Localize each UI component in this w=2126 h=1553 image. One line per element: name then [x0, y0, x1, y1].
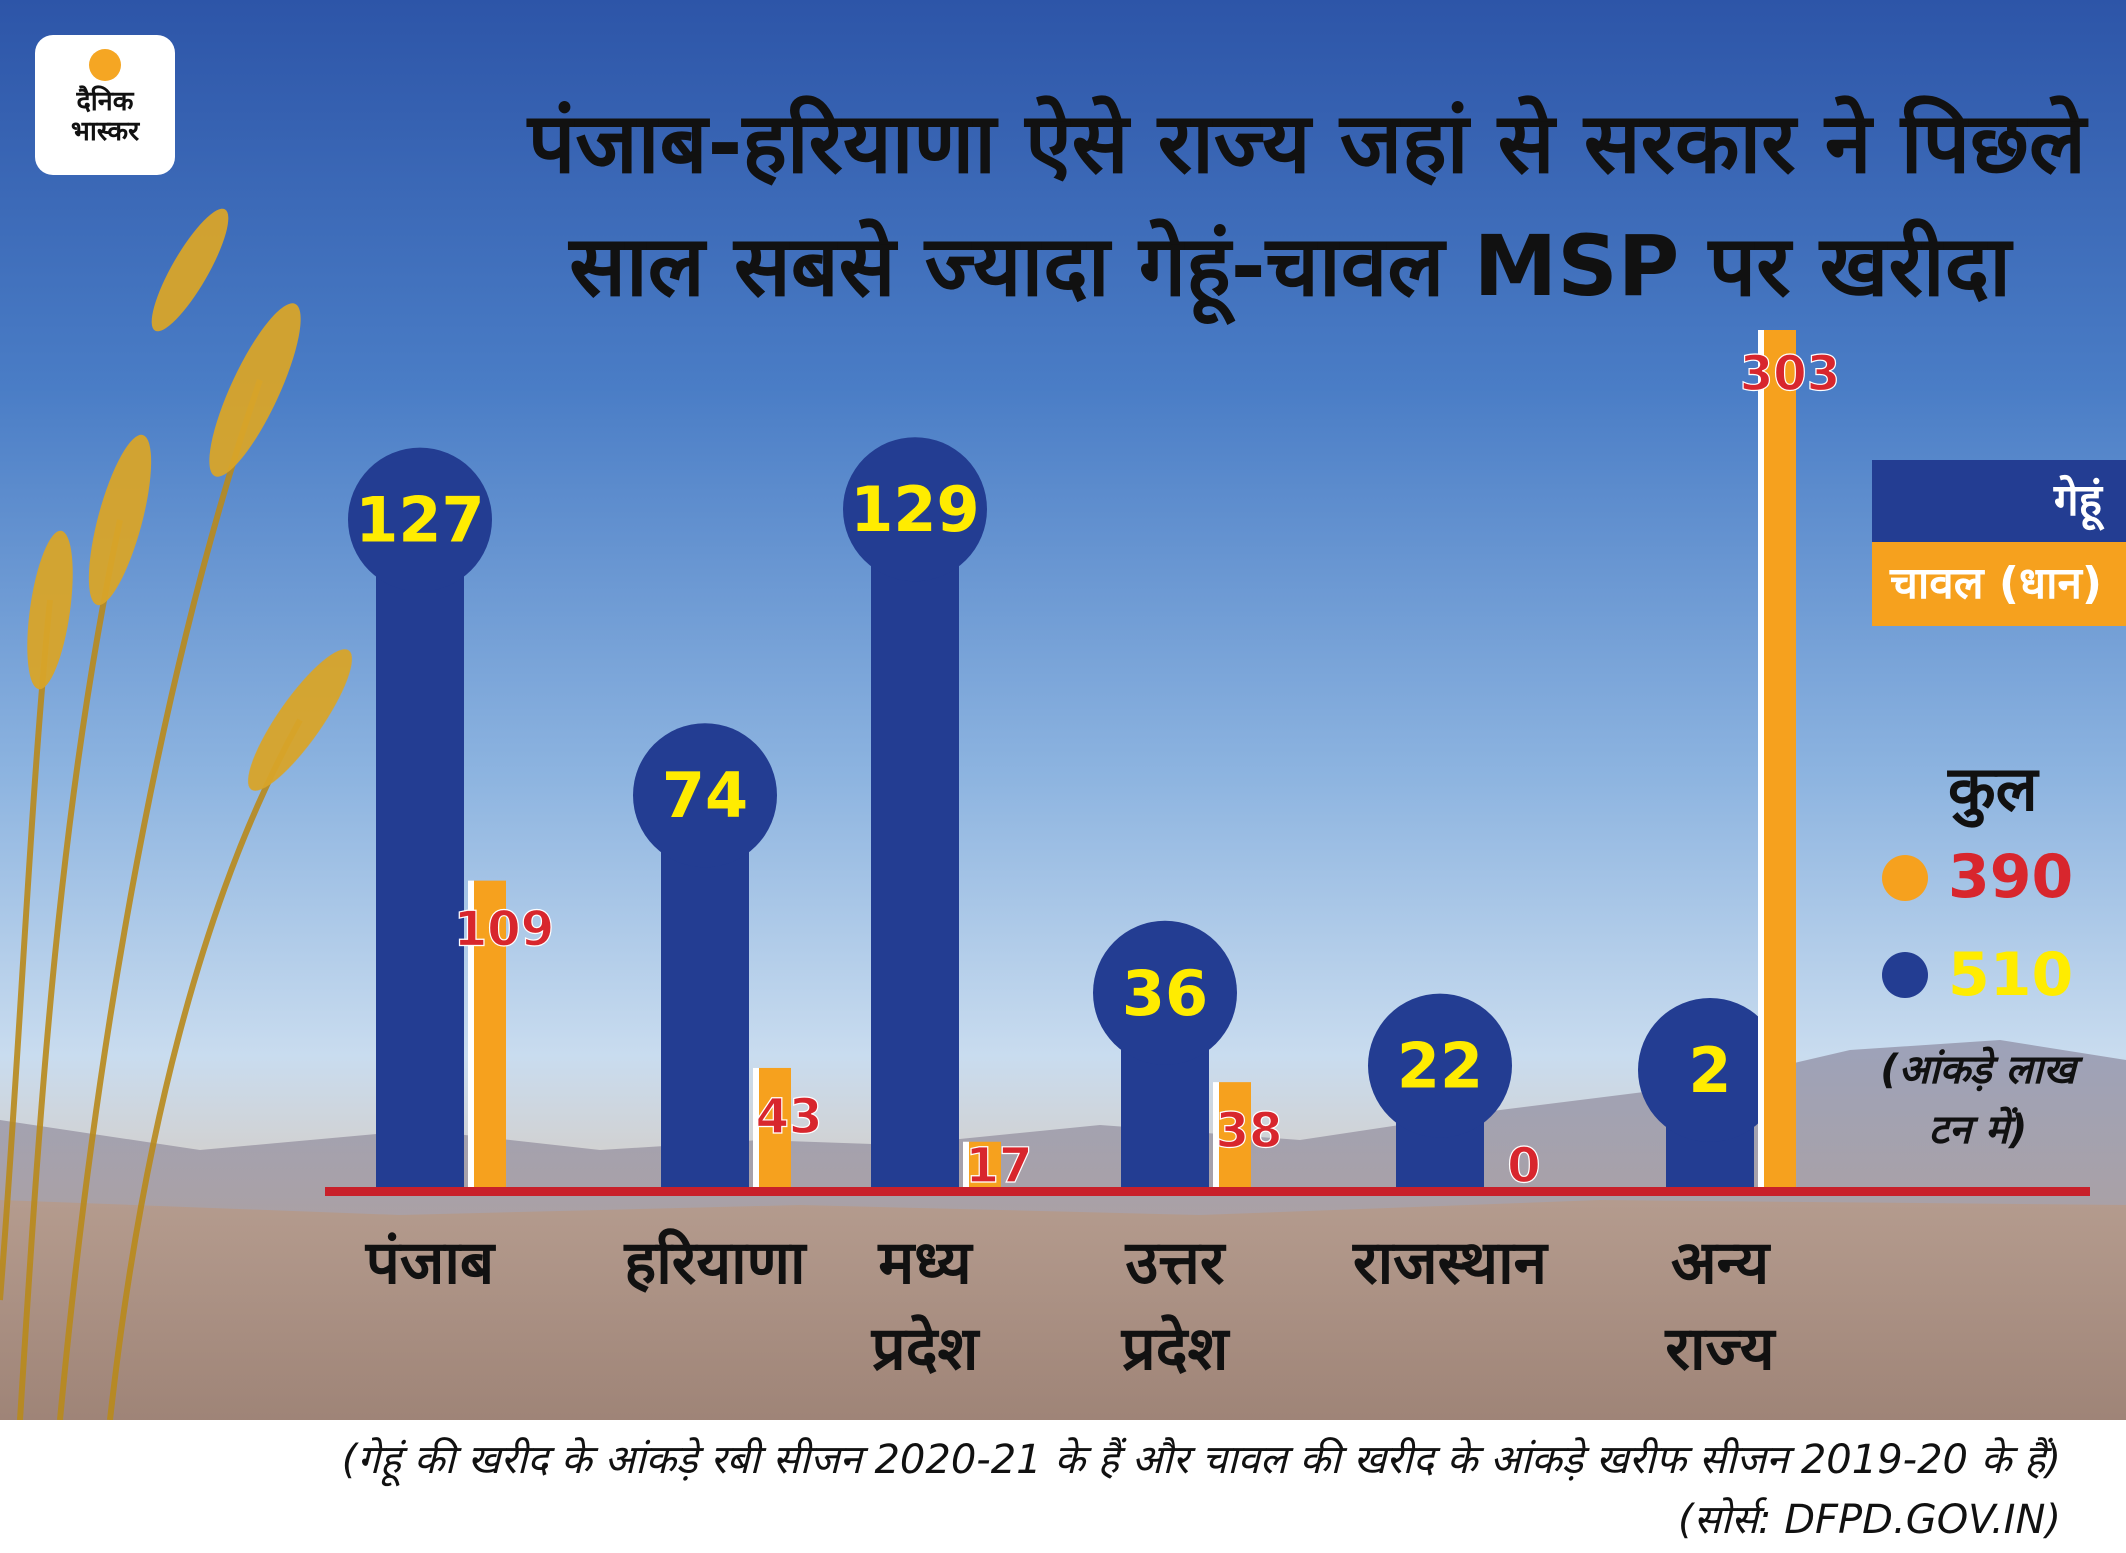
rice-value-label: 43: [756, 1089, 823, 1145]
wheat-value-label: 74: [662, 759, 748, 832]
wheat-value-bubble: [348, 447, 492, 592]
rice-bar-highlight: [468, 880, 474, 1190]
wheat-value-bubble: [1638, 998, 1782, 1142]
chart-title-line-1: पंजाब-हरियाणा ऐसे राज्य जहां से सरकार ने…: [527, 94, 2086, 192]
total-rice-value: 390: [1948, 842, 2074, 912]
rice-value-label: 303: [1740, 346, 1840, 402]
legend-rice: चावल (धान): [1872, 542, 2126, 626]
wheat-value-label: 127: [355, 484, 484, 557]
brand-logo: दैनिक भास्कर: [35, 35, 175, 175]
rice-bar: [1764, 330, 1796, 1190]
rice-bar: [1219, 1082, 1251, 1190]
total-label: कुल: [1948, 752, 2038, 825]
chart-title-line-2: साल सबसे ज्यादा गेहूं-चावल MSP पर खरीदा: [569, 217, 2011, 315]
wheat-value-bubble: [1368, 993, 1512, 1138]
rice-bar-highlight: [963, 1141, 969, 1190]
unit-note: (आंकड़े लाख टन में): [1880, 1047, 2076, 1153]
x-axis-label: हरियाणा: [624, 1228, 806, 1298]
wheat-bar: [376, 529, 464, 1190]
sun-icon: [89, 49, 121, 81]
rice-value-label: 109: [454, 902, 554, 958]
total-wheat-value: 510: [1948, 940, 2074, 1010]
wheat-value-bubble: [1093, 920, 1237, 1065]
rice-bar: [759, 1067, 791, 1190]
wheat-heads-decoration: [27, 208, 352, 791]
x-axis-label: पंजाब: [365, 1228, 495, 1298]
x-axis-label: राजस्थान: [1353, 1228, 1547, 1298]
rice-bar-highlight: [1758, 330, 1764, 1190]
x-axis-label: अन्य राज्य: [1665, 1228, 1775, 1384]
x-axis-baseline: [325, 1187, 2090, 1196]
rice-bar: [474, 880, 506, 1190]
wheat-value-label: 129: [850, 473, 979, 546]
x-axis-label: उत्तर प्रदेश: [1121, 1228, 1229, 1384]
footnote: (गेहूं की खरीद के आंकड़े रबी सीजन 2020-2…: [341, 1437, 2061, 1483]
wheat-bar: [871, 519, 959, 1190]
wheat-stalks-decoration: [0, 379, 303, 1421]
source-note: (सोर्स: DFPD.GOV.IN): [1678, 1497, 2061, 1543]
rice-value-label: 0: [1507, 1138, 1540, 1194]
wheat-dot-icon: [1882, 952, 1928, 998]
logo-text: दैनिक भास्कर: [70, 86, 140, 147]
rice-value-label: 38: [1216, 1103, 1283, 1159]
wheat-value-bubble: [633, 723, 777, 868]
footer-panel: [0, 1420, 2126, 1553]
wheat-value-bubble: [843, 437, 987, 582]
wheat-value-label: 2: [1688, 1034, 1731, 1107]
wheat-value-label: 22: [1397, 1030, 1483, 1103]
rice-bar: [969, 1141, 1001, 1190]
rice-bar-highlight: [753, 1067, 759, 1190]
legend-wheat: गेहूं: [1872, 460, 2126, 542]
rice-dot-icon: [1882, 855, 1928, 901]
rice-value-label: 17: [966, 1138, 1033, 1194]
x-axis-label: मध्य प्रदेश: [871, 1228, 979, 1384]
wheat-value-label: 36: [1122, 957, 1208, 1030]
wheat-bar: [661, 805, 749, 1190]
rice-bar-highlight: [1213, 1082, 1219, 1190]
